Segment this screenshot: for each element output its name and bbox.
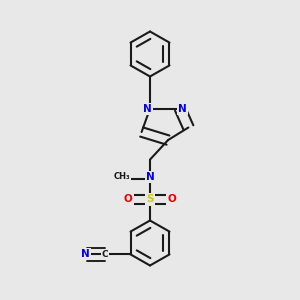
Text: N: N (81, 249, 90, 260)
Text: C: C (102, 250, 108, 259)
Text: S: S (146, 194, 154, 205)
Text: N: N (146, 172, 154, 182)
Text: N: N (178, 103, 187, 114)
Text: N: N (143, 103, 152, 114)
Text: O: O (167, 194, 176, 205)
Text: CH₃: CH₃ (113, 172, 130, 181)
Text: O: O (124, 194, 133, 205)
